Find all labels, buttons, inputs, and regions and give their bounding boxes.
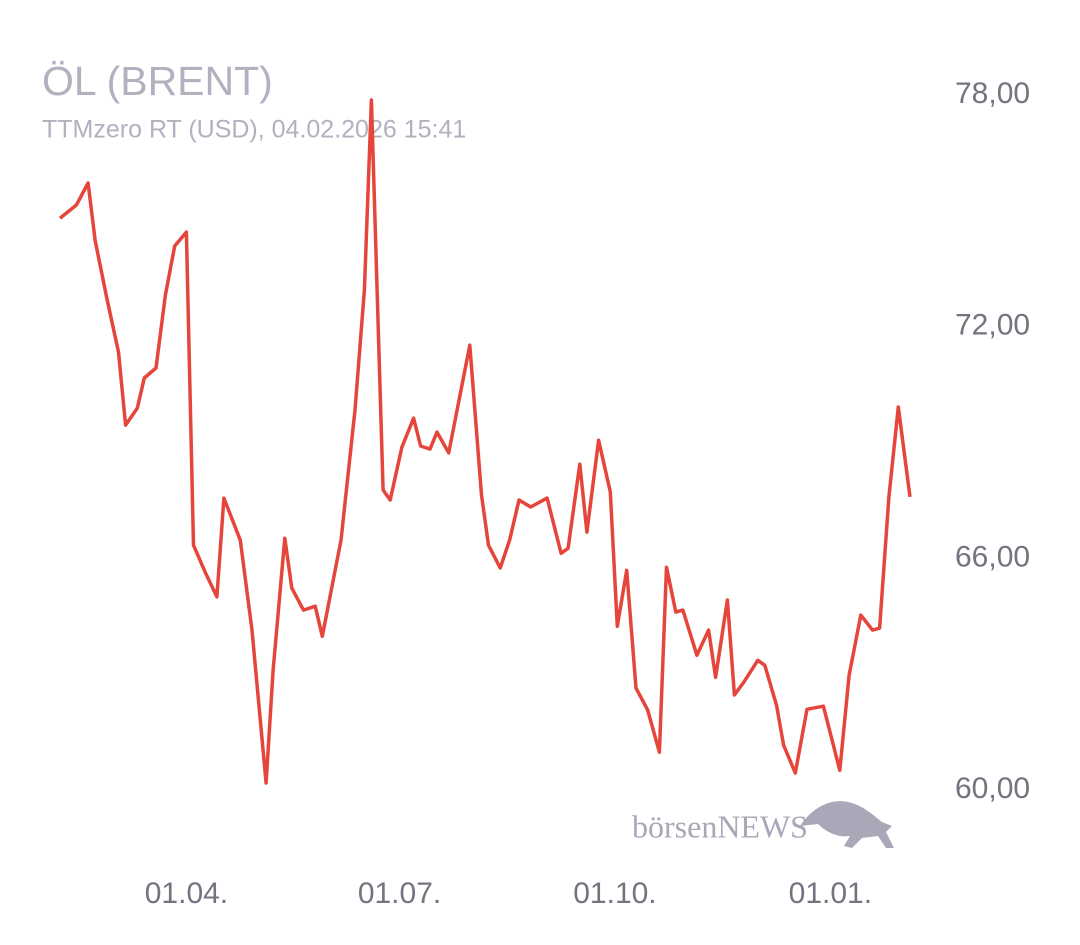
line xyxy=(58,98,912,785)
chart-title: ÖL (BRENT) xyxy=(42,58,273,104)
y-tick-label: 78,00 xyxy=(955,77,1030,110)
y-tick-label: 60,00 xyxy=(955,772,1030,805)
x-tick-label: 01.07. xyxy=(358,877,441,910)
watermark: börsenNEWS xyxy=(632,808,808,844)
x-tick-label: 01.10. xyxy=(573,877,656,910)
chart-subtitle: TTMzero RT (USD), 04.02.2026 15:41 xyxy=(42,116,466,144)
y-tick-label: 66,00 xyxy=(955,540,1030,573)
x-tick-label: 01.01. xyxy=(789,877,872,910)
bull-logo xyxy=(800,801,894,848)
x-tick-label: 01.04. xyxy=(145,877,228,910)
y-tick-label: 72,00 xyxy=(955,309,1030,342)
